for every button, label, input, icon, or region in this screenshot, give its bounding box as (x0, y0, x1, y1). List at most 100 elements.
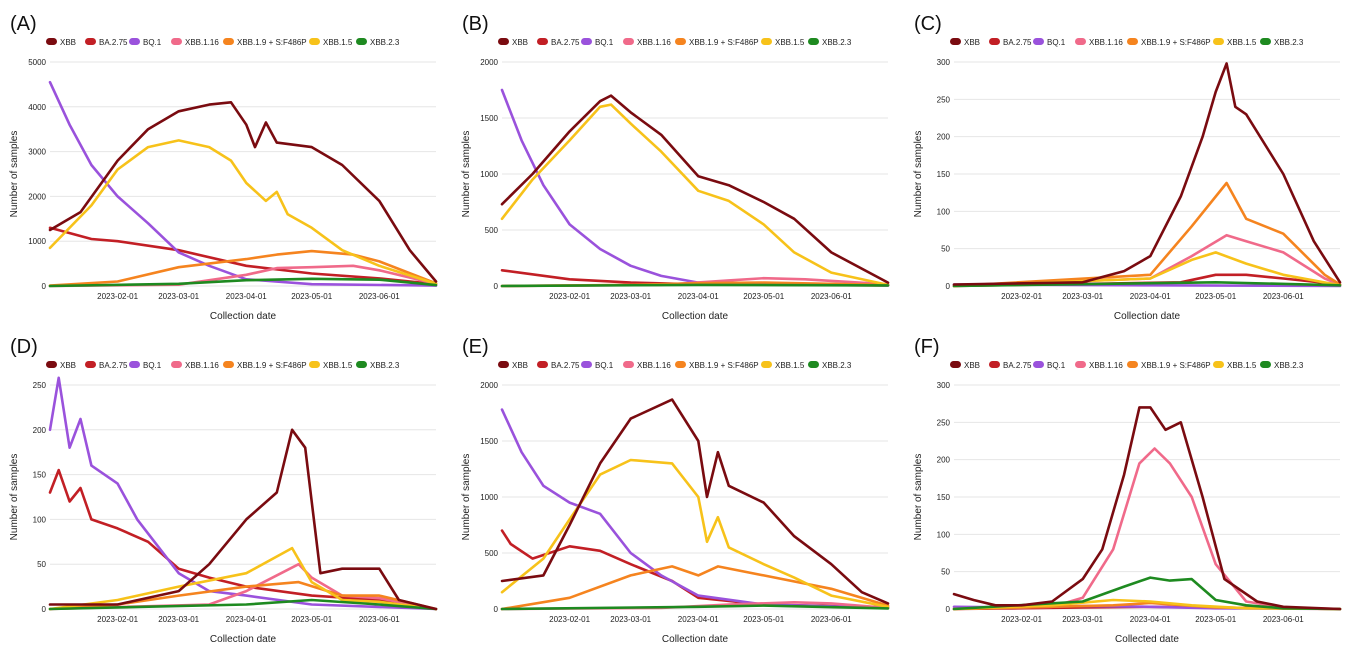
series-line-ba-2-75 (48, 468, 438, 611)
legend-label-xbb-1-16[interactable]: XBB.1.16 (185, 361, 219, 370)
legend-label-xbb-1-9-s-f486p[interactable]: XBB.1.9 + S:F486P (237, 38, 307, 47)
legend-label-xbb[interactable]: XBB (964, 38, 980, 47)
y-tick-label: 2000 (480, 381, 498, 390)
legend-label-ba-2-75[interactable]: BA.2.75 (1003, 361, 1032, 370)
legend-label-xbb-2-3[interactable]: XBB.2.3 (822, 361, 852, 370)
legend-swatch-xbb[interactable] (46, 38, 57, 45)
legend-label-ba-2-75[interactable]: BA.2.75 (99, 361, 128, 370)
legend-swatch-ba-2-75[interactable] (537, 361, 548, 368)
legend-swatch-bq-1[interactable] (129, 361, 140, 368)
legend-swatch-xbb-1-5[interactable] (761, 38, 772, 45)
legend-swatch-bq-1[interactable] (1033, 38, 1044, 45)
legend-label-xbb[interactable]: XBB (964, 361, 980, 370)
legend-swatch-xbb[interactable] (498, 38, 509, 45)
legend-label-bq-1[interactable]: BQ.1 (1047, 361, 1066, 370)
legend-swatch-xbb-1-9-s-f486p[interactable] (1127, 38, 1138, 45)
legend-label-xbb-1-5[interactable]: XBB.1.5 (775, 38, 805, 47)
legend-swatch-xbb-2-3[interactable] (1260, 361, 1271, 368)
legend-swatch-xbb-1-9-s-f486p[interactable] (223, 38, 234, 45)
legend-label-ba-2-75[interactable]: BA.2.75 (99, 38, 128, 47)
legend-swatch-xbb-1-16[interactable] (623, 361, 634, 368)
legend-swatch-xbb-1-5[interactable] (309, 38, 320, 45)
y-tick-label: 150 (937, 170, 951, 179)
legend-swatch-xbb-1-9-s-f486p[interactable] (1127, 361, 1138, 368)
legend-swatch-xbb-1-16[interactable] (1075, 38, 1086, 45)
legend-swatch-xbb-2-3[interactable] (356, 361, 367, 368)
legend-label-xbb-1-16[interactable]: XBB.1.16 (1089, 38, 1123, 47)
legend-swatch-xbb-1-9-s-f486p[interactable] (223, 361, 234, 368)
legend-label-xbb-2-3[interactable]: XBB.2.3 (1274, 361, 1304, 370)
legend-swatch-bq-1[interactable] (129, 38, 140, 45)
legend-swatch-xbb-1-16[interactable] (171, 38, 182, 45)
legend-label-xbb[interactable]: XBB (60, 38, 76, 47)
legend-swatch-bq-1[interactable] (581, 38, 592, 45)
legend-swatch-xbb[interactable] (498, 361, 509, 368)
legend-label-xbb-1-9-s-f486p[interactable]: XBB.1.9 + S:F486P (237, 361, 307, 370)
legend-label-bq-1[interactable]: BQ.1 (1047, 38, 1066, 47)
legend-label-bq-1[interactable]: BQ.1 (595, 361, 614, 370)
x-tick-label: 2023-05-01 (743, 292, 784, 301)
legend-swatch-xbb-2-3[interactable] (356, 38, 367, 45)
legend-label-bq-1[interactable]: BQ.1 (143, 361, 162, 370)
legend-label-xbb-1-16[interactable]: XBB.1.16 (1089, 361, 1123, 370)
legend-label-xbb[interactable]: XBB (60, 361, 76, 370)
x-tick-label: 2023-02-01 (97, 292, 138, 301)
legend-label-xbb-2-3[interactable]: XBB.2.3 (370, 361, 400, 370)
legend-swatch-bq-1[interactable] (1033, 361, 1044, 368)
legend-label-xbb-1-5[interactable]: XBB.1.5 (323, 361, 353, 370)
legend-swatch-xbb-1-5[interactable] (761, 361, 772, 368)
legend-swatch-xbb-1-16[interactable] (1075, 361, 1086, 368)
chart-panel-f: (F) XBB BA.2.75 BQ.1 XBB.1.16 XBB.1.9 + S:F48… (913, 336, 1342, 645)
legend-label-xbb[interactable]: XBB (512, 38, 528, 47)
legend-label-xbb-1-16[interactable]: XBB.1.16 (637, 38, 671, 47)
legend-swatch-xbb-2-3[interactable] (808, 361, 819, 368)
legend-label-bq-1[interactable]: BQ.1 (595, 38, 614, 47)
legend-label-xbb-1-9-s-f486p[interactable]: XBB.1.9 + S:F486P (1141, 38, 1211, 47)
y-tick-label: 200 (937, 456, 951, 465)
x-tick-label: 2023-03-01 (610, 615, 651, 624)
legend-swatch-xbb[interactable] (950, 361, 961, 368)
legend-label-ba-2-75[interactable]: BA.2.75 (1003, 38, 1032, 47)
legend-swatch-xbb[interactable] (46, 361, 57, 368)
legend-label-xbb-2-3[interactable]: XBB.2.3 (370, 38, 400, 47)
legend-swatch-bq-1[interactable] (581, 361, 592, 368)
y-tick-label: 300 (937, 381, 951, 390)
legend-label-ba-2-75[interactable]: BA.2.75 (551, 361, 580, 370)
legend-swatch-xbb-1-9-s-f486p[interactable] (675, 38, 686, 45)
y-tick-label: 4000 (28, 103, 46, 112)
y-tick-label: 100 (937, 530, 951, 539)
legend-label-xbb-1-9-s-f486p[interactable]: XBB.1.9 + S:F486P (689, 361, 759, 370)
legend-label-xbb-1-16[interactable]: XBB.1.16 (637, 361, 671, 370)
series-line-xbb-2-3 (952, 280, 1342, 288)
legend-label-xbb-1-5[interactable]: XBB.1.5 (775, 361, 805, 370)
legend-swatch-xbb[interactable] (950, 38, 961, 45)
legend-swatch-xbb-1-5[interactable] (1213, 361, 1224, 368)
legend-swatch-xbb-1-5[interactable] (309, 361, 320, 368)
legend-label-xbb[interactable]: XBB (512, 361, 528, 370)
legend-label-xbb-1-9-s-f486p[interactable]: XBB.1.9 + S:F486P (689, 38, 759, 47)
legend-label-bq-1[interactable]: BQ.1 (143, 38, 162, 47)
legend-swatch-xbb-1-16[interactable] (171, 361, 182, 368)
legend-swatch-ba-2-75[interactable] (537, 38, 548, 45)
legend-label-xbb-1-5[interactable]: XBB.1.5 (323, 38, 353, 47)
legend-swatch-ba-2-75[interactable] (989, 361, 1000, 368)
legend-swatch-ba-2-75[interactable] (85, 38, 96, 45)
legend-label-xbb-2-3[interactable]: XBB.2.3 (1274, 38, 1304, 47)
legend-swatch-xbb-1-16[interactable] (623, 38, 634, 45)
legend-swatch-ba-2-75[interactable] (85, 361, 96, 368)
x-tick-label: 2023-04-01 (226, 292, 267, 301)
legend-label-xbb-1-9-s-f486p[interactable]: XBB.1.9 + S:F486P (1141, 361, 1211, 370)
legend-label-xbb-1-5[interactable]: XBB.1.5 (1227, 361, 1257, 370)
legend-swatch-xbb-1-9-s-f486p[interactable] (675, 361, 686, 368)
legend-swatch-ba-2-75[interactable] (989, 38, 1000, 45)
legend-label-xbb-1-5[interactable]: XBB.1.5 (1227, 38, 1257, 47)
legend-swatch-xbb-1-5[interactable] (1213, 38, 1224, 45)
legend-label-ba-2-75[interactable]: BA.2.75 (551, 38, 580, 47)
x-tick-label: 2023-02-01 (97, 615, 138, 624)
legend-label-xbb-1-16[interactable]: XBB.1.16 (185, 38, 219, 47)
legend-swatch-xbb-2-3[interactable] (808, 38, 819, 45)
legend-swatch-xbb-2-3[interactable] (1260, 38, 1271, 45)
legend-label-xbb-2-3[interactable]: XBB.2.3 (822, 38, 852, 47)
series-line-xbb-1-5 (952, 251, 1342, 288)
series-line-xbb-1-5 (48, 139, 438, 286)
